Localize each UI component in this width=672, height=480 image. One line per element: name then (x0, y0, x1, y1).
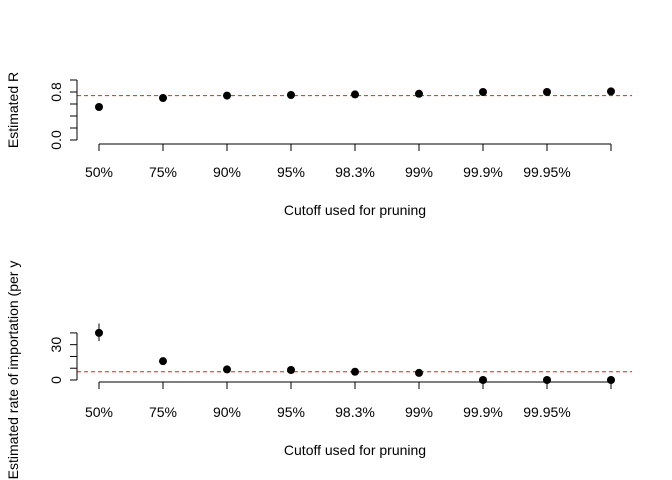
x-tick-label: 98.3% (335, 404, 375, 420)
x-tick-label: 99.9% (463, 164, 503, 180)
y-tick-label: 30 (48, 337, 64, 353)
x-tick-label: 99.95% (523, 164, 570, 180)
x-tick-label: 50% (85, 404, 113, 420)
x-tick-label: 99.9% (463, 404, 503, 420)
y-tick-label: 0.8 (48, 82, 64, 102)
x-tick-label: 99.95% (523, 404, 570, 420)
panel-2-ylabel: Estimated rate of importation (per y (5, 261, 21, 480)
data-point (159, 94, 167, 102)
data-point (479, 88, 487, 96)
x-tick-label: 90% (213, 164, 241, 180)
x-tick-label: 99% (405, 164, 433, 180)
data-point (479, 376, 487, 384)
panel-1-ylabel: Estimated R (5, 72, 21, 148)
data-point (543, 88, 551, 96)
panel-importation-rate: Estimated rate of importation (per y Cut… (5, 261, 632, 480)
x-tick-label: 95% (277, 404, 305, 420)
panel-1-xlabel: Cutoff used for pruning (284, 202, 426, 218)
data-point (159, 357, 167, 366)
x-tick-label: 95% (277, 164, 305, 180)
data-point (223, 91, 231, 100)
x-tick-label: 99% (405, 404, 433, 420)
y-tick-label: 0 (48, 376, 64, 384)
data-point (543, 376, 551, 384)
data-point (415, 89, 423, 98)
data-point (95, 103, 103, 111)
data-point (607, 376, 615, 384)
data-point (287, 91, 295, 99)
data-point (223, 365, 231, 374)
data-point (351, 90, 359, 99)
data-point (415, 368, 423, 377)
panel-estimated-r: Estimated R Cutoff used for pruning 0.0 0… (5, 72, 632, 218)
x-tick-label: 98.3% (335, 164, 375, 180)
x-tick-label: 75% (149, 404, 177, 420)
x-tick-label: 90% (213, 404, 241, 420)
x-tick-label: 75% (149, 164, 177, 180)
x-tick-label: 50% (85, 164, 113, 180)
data-point (287, 365, 295, 374)
data-point (607, 87, 615, 96)
panel-2-xlabel: Cutoff used for pruning (284, 442, 426, 458)
y-tick-label: 0.0 (48, 130, 64, 150)
data-point (95, 328, 103, 337)
data-point (351, 367, 359, 376)
